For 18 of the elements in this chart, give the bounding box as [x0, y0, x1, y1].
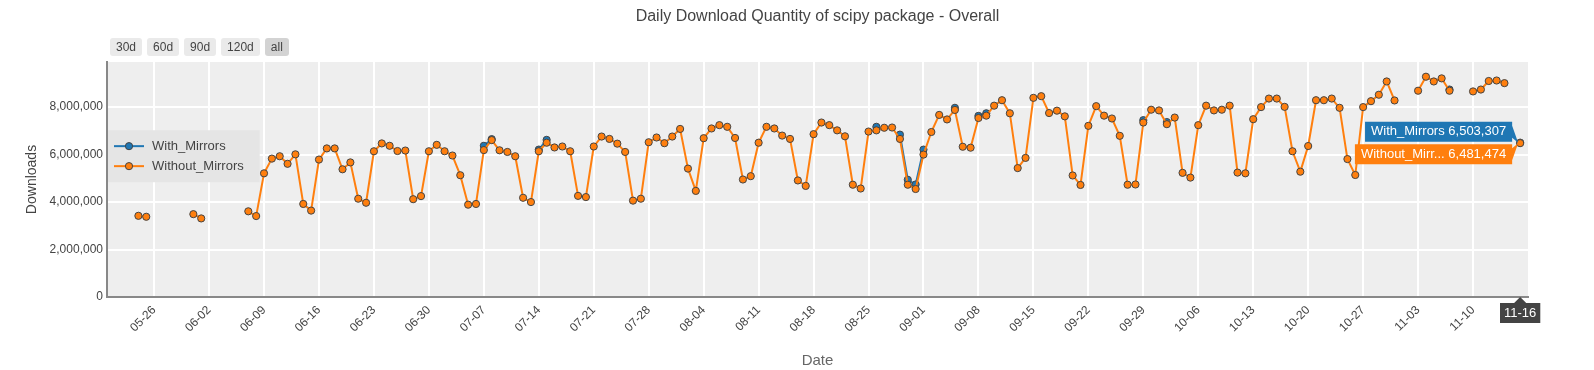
text: 120d — [221, 38, 260, 56]
y-axis-title: Downloads — [23, 144, 40, 215]
y-tick-label: 2,000,000 — [49, 241, 104, 256]
y-tick-label: 8,000,000 — [49, 99, 104, 114]
y-tick-label: 4,000,000 — [49, 194, 104, 209]
y-tick-label: 6,000,000 — [49, 146, 104, 161]
text: 60d — [147, 38, 180, 56]
text: 90d — [184, 38, 217, 56]
legend-label: With_Mirrors — [152, 137, 227, 153]
legend-label: Without_Mirrors — [152, 157, 245, 173]
x-axis-title: Date — [801, 351, 834, 369]
text: 30d — [110, 38, 143, 56]
annotation: Without_Mirr... 6,481,474 — [1360, 145, 1507, 161]
annotation: With_Mirrors 6,503,307 — [1371, 123, 1507, 139]
text: all — [264, 38, 289, 56]
text: 11-16 — [1504, 304, 1537, 320]
chart-title: Daily Download Quantity of scipy package - Overall — [635, 7, 1000, 25]
y-tick-label: 0 — [96, 289, 104, 304]
